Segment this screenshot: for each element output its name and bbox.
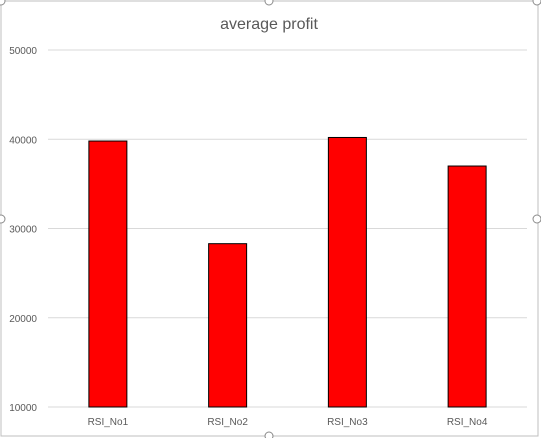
x-tick-label: RSI_No3: [327, 417, 368, 428]
resize-handle-top-right[interactable]: [532, 0, 541, 6]
y-tick-label: 20000: [9, 314, 37, 325]
bar-rsi-no2[interactable]: [208, 243, 248, 408]
y-tick-label: 40000: [9, 135, 37, 146]
data-series[interactable]: [88, 136, 487, 408]
resize-handle-top-center[interactable]: [264, 0, 274, 6]
gridlines: [48, 49, 527, 408]
y-axis-tick-labels: 10000 20000 30000 40000 50000: [9, 46, 37, 414]
bar-rsi-no3[interactable]: [327, 136, 367, 408]
x-tick-label: RSI_No1: [88, 417, 129, 428]
x-tick-label: RSI_No2: [207, 417, 248, 428]
resize-handle-top-left[interactable]: [0, 0, 6, 6]
bar-rsi-no4[interactable]: [447, 165, 487, 408]
x-tick-label: RSI_No4: [447, 417, 488, 428]
x-axis-tick-labels: RSI_No1 RSI_No2 RSI_No3 RSI_No4: [88, 417, 488, 428]
resize-handle-bottom-center[interactable]: [264, 431, 274, 441]
y-tick-label: 50000: [9, 46, 37, 57]
chart-title[interactable]: average profit: [220, 16, 318, 33]
resize-handle-middle-right[interactable]: [532, 214, 541, 224]
resize-handle-middle-left[interactable]: [0, 214, 6, 224]
y-tick-label: 10000: [9, 403, 37, 414]
y-tick-label: 30000: [9, 225, 37, 236]
bar-rsi-no1[interactable]: [88, 140, 128, 408]
